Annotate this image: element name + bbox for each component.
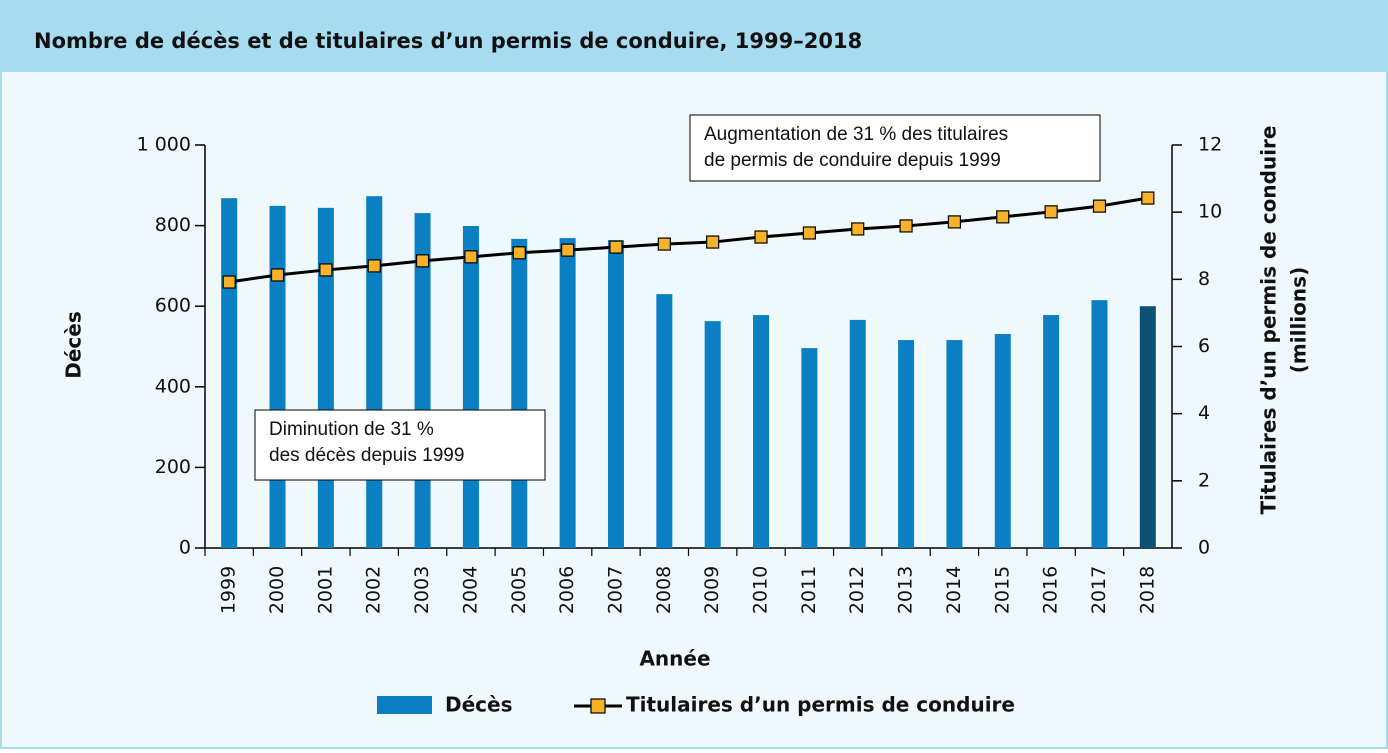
legend-label: Titulaires d’un permis de conduire — [626, 693, 1015, 717]
annotation-text: des décès depuis 1999 — [269, 445, 464, 466]
marker — [657, 237, 671, 251]
marker — [609, 240, 623, 254]
x-tick-label: 2018 — [1136, 566, 1158, 614]
legend-marker — [590, 698, 606, 714]
bar — [898, 340, 915, 548]
bar — [656, 294, 673, 548]
marker — [561, 243, 575, 257]
y-tick-label: 0 — [179, 537, 191, 559]
bar — [704, 321, 721, 548]
x-tick-label: 2003 — [411, 566, 433, 614]
marker — [319, 263, 333, 277]
marker — [270, 268, 285, 282]
x-tick-label: 2012 — [846, 566, 868, 614]
marker — [464, 250, 478, 264]
marker — [754, 230, 768, 244]
y-tick-label: 200 — [155, 456, 191, 478]
y-tick-label: 1 000 — [137, 134, 191, 156]
y2-axis-label: (millions) — [1287, 267, 1311, 373]
bar — [1091, 300, 1108, 548]
annotation-text: Diminution de 31 % — [269, 419, 434, 440]
bar — [994, 334, 1011, 548]
marker — [802, 226, 816, 240]
bar — [511, 238, 528, 549]
annotation-box — [689, 114, 1101, 182]
x-tick-label: 2010 — [750, 566, 772, 614]
bar — [607, 240, 624, 548]
x-tick-label: 2002 — [363, 566, 385, 614]
annotation-text: Augmentation de 31 % des titulaires — [704, 124, 1008, 145]
marker — [1044, 205, 1058, 219]
line — [228, 196, 1149, 284]
legend-label: Décès — [445, 693, 513, 717]
x-tick-label: 2008 — [653, 566, 675, 614]
x-tick-label: 2001 — [314, 566, 336, 614]
legend-swatch — [377, 696, 432, 714]
x-tick-label: 2005 — [508, 566, 530, 614]
x-tick-label: 1999 — [218, 566, 240, 614]
bar — [559, 238, 576, 548]
y2-tick-label: 4 — [1198, 402, 1210, 424]
y2-tick-label: 2 — [1198, 469, 1210, 491]
x-tick-label: 2017 — [1088, 566, 1110, 614]
annotation-box — [254, 409, 546, 481]
bar — [366, 196, 383, 548]
x-tick-label: 2004 — [459, 566, 481, 614]
y2-tick-label: 0 — [1198, 537, 1210, 559]
y-axis-label: Décès — [62, 311, 86, 379]
y2-tick-label: 8 — [1198, 268, 1210, 290]
marker — [1092, 199, 1107, 213]
x-tick-label: 2011 — [798, 566, 820, 614]
chart-title: Nombre de décès et de titulaires d’un pe… — [34, 29, 862, 53]
annotation-text: de permis de conduire depuis 1999 — [704, 150, 1001, 171]
x-tick-label: 2013 — [895, 566, 917, 614]
marker — [222, 275, 236, 289]
x-tick-label: 2006 — [556, 566, 578, 614]
marker — [996, 210, 1010, 224]
marker — [706, 235, 720, 249]
x-axis-label: Année — [639, 647, 710, 671]
bar — [801, 348, 818, 548]
bar — [269, 205, 286, 548]
marker — [512, 246, 526, 260]
bar — [221, 198, 238, 549]
bar — [753, 315, 770, 548]
y-tick-label: 400 — [155, 375, 191, 397]
bar — [946, 340, 963, 548]
y2-tick-label: 12 — [1198, 134, 1222, 156]
x-tick-label: 2014 — [943, 566, 965, 614]
marker — [1141, 191, 1155, 205]
marker — [947, 215, 962, 229]
marker — [415, 254, 430, 268]
marker — [851, 222, 865, 236]
bar — [849, 319, 866, 548]
x-tick-label: 2007 — [604, 566, 626, 614]
marker — [367, 259, 381, 273]
bar — [1043, 315, 1060, 548]
y2-tick-label: 10 — [1198, 201, 1222, 223]
y-tick-label: 600 — [155, 295, 191, 317]
y2-tick-label: 6 — [1198, 335, 1210, 357]
header — [0, 0, 1388, 72]
bar — [462, 226, 479, 549]
bar — [317, 207, 334, 549]
x-tick-label: 2016 — [1040, 566, 1062, 614]
y-tick-label: 800 — [155, 214, 191, 236]
x-tick-label: 2009 — [701, 566, 723, 614]
y2-axis-label: Titulaires d’un permis de conduire — [1257, 126, 1281, 515]
marker — [899, 219, 913, 233]
bar — [1139, 306, 1156, 548]
x-tick-label: 2015 — [991, 566, 1013, 614]
x-tick-label: 2000 — [266, 566, 288, 614]
